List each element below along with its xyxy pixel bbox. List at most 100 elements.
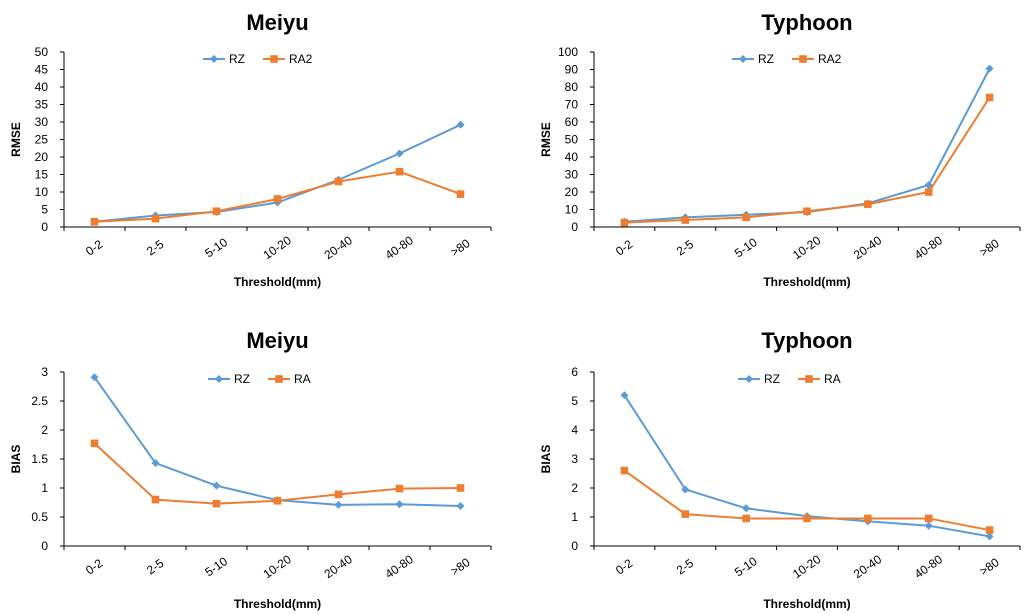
- series-line: [624, 96, 991, 224]
- y-tick-label: 50: [565, 133, 579, 147]
- legend: RZ RA: [208, 372, 311, 386]
- y-tick-label: 60: [565, 115, 579, 129]
- x-tick-label: 20-40: [322, 233, 355, 262]
- legend-label: RZ: [764, 372, 780, 386]
- y-tick-label: 1: [571, 510, 578, 524]
- series-ra: [90, 439, 465, 508]
- chart-title: Meiyu: [246, 328, 308, 353]
- data-point: [620, 218, 629, 227]
- data-point: [90, 439, 99, 448]
- y-tick-label: 20: [565, 185, 579, 199]
- y-tick-label: 30: [35, 115, 49, 129]
- x-axis-label: Threshold(mm): [234, 275, 321, 289]
- data-point: [151, 214, 160, 223]
- x-tick-label: 2-5: [144, 556, 167, 578]
- chart-panel-2: Typhoon 0 10 20 30 40 50 60 70 80 90 100 0-2 2-5 5-10 1…: [539, 10, 1021, 289]
- x-tick-label: 20-40: [851, 233, 884, 262]
- legend-label: RZ: [229, 52, 245, 66]
- series-line: [624, 68, 991, 223]
- y-tick-label: 0: [41, 539, 48, 553]
- legend-label: RA: [824, 372, 841, 386]
- data-point: [395, 149, 404, 158]
- x-tick-label: >80: [448, 236, 473, 259]
- y-tick-label: 0: [571, 539, 578, 553]
- data-point: [924, 181, 933, 189]
- y-axis-label: RMSE: [539, 122, 553, 157]
- x-tick-label: 2-5: [674, 237, 697, 259]
- y-tick-label: 30: [565, 168, 579, 182]
- x-tick-label: 40-80: [383, 233, 416, 262]
- x-tick-label: 40-80: [383, 552, 416, 581]
- data-point: [681, 216, 690, 224]
- chart-panel-1: Meiyu 0 5 10 15 20 25 30 35 40 45 50 0-2 2-5 5-10 10-20…: [9, 10, 492, 289]
- legend: RZ RA2: [203, 52, 313, 66]
- y-tick-label: 6: [571, 365, 578, 379]
- legend-label: RZ: [234, 372, 250, 386]
- y-tick-label: 20: [35, 150, 49, 164]
- data-point: [742, 514, 750, 523]
- y-tick-label: 35: [35, 98, 49, 112]
- x-tick-label: 0-2: [613, 556, 636, 578]
- series-ra: [620, 466, 994, 534]
- series-ra2: [620, 93, 994, 227]
- legend-label: RZ: [758, 52, 774, 66]
- legend-label: RA: [294, 372, 311, 386]
- legend-label: RA2: [818, 52, 842, 66]
- data-point: [212, 499, 221, 508]
- data-point: [90, 373, 99, 382]
- y-tick-label: 1: [41, 481, 48, 495]
- x-tick-label: 0-2: [613, 237, 636, 259]
- chart-panel-3: Meiyu 0 0.5 1 1.5 2 2.5 3 0-2 2-5 5-10 10-20 20-40 40…: [9, 328, 492, 611]
- x-tick-label: 10-20: [261, 552, 294, 581]
- y-tick-label: 1.5: [31, 452, 48, 466]
- data-point: [864, 514, 872, 523]
- data-point: [681, 510, 690, 518]
- y-tick-label: 2: [41, 423, 48, 437]
- y-tick-label: 45: [35, 63, 49, 77]
- data-point: [334, 490, 343, 499]
- data-point: [90, 217, 99, 226]
- data-point: [742, 213, 750, 222]
- x-tick-label: 0-2: [83, 556, 106, 578]
- x-tick-label: 10-20: [790, 552, 823, 581]
- data-point: [334, 177, 343, 186]
- y-tick-label: 80: [565, 80, 579, 94]
- y-tick-label: 2.5: [31, 394, 48, 408]
- x-tick-label: >80: [977, 555, 1002, 578]
- x-tick-label: 10-20: [790, 233, 823, 262]
- data-point: [395, 167, 404, 176]
- x-tick-label: 20-40: [322, 552, 355, 581]
- data-point: [456, 190, 465, 198]
- data-point: [985, 93, 994, 102]
- data-point: [456, 484, 465, 492]
- data-point: [985, 526, 994, 534]
- x-tick-label: 5-10: [732, 235, 760, 260]
- y-tick-label: 50: [35, 45, 49, 59]
- data-point: [151, 459, 160, 468]
- x-axis-label: Threshold(mm): [234, 597, 321, 611]
- y-tick-label: 15: [35, 168, 49, 182]
- data-point: [212, 481, 221, 490]
- y-tick-label: 4: [571, 423, 578, 437]
- data-point: [151, 495, 160, 504]
- legend-label: RA2: [289, 52, 313, 66]
- data-point: [395, 484, 404, 493]
- data-point: [864, 200, 872, 209]
- y-tick-label: 90: [565, 63, 579, 77]
- y-tick-label: 5: [41, 203, 48, 217]
- x-tick-label: >80: [448, 555, 473, 578]
- y-tick-label: 10: [35, 185, 49, 199]
- legend-swatch-marker: [805, 375, 813, 383]
- y-tick-label: 70: [565, 98, 579, 112]
- x-tick-label: 40-80: [912, 552, 945, 581]
- x-tick-label: 40-80: [912, 233, 945, 262]
- data-point: [803, 514, 811, 523]
- y-tick-label: 3: [571, 452, 578, 466]
- y-tick-label: 0.5: [31, 510, 48, 524]
- y-tick-label: 3: [41, 365, 48, 379]
- data-point: [681, 485, 690, 494]
- data-point: [620, 466, 629, 475]
- x-tick-label: 5-10: [202, 554, 230, 579]
- x-axis-label: Threshold(mm): [763, 275, 850, 289]
